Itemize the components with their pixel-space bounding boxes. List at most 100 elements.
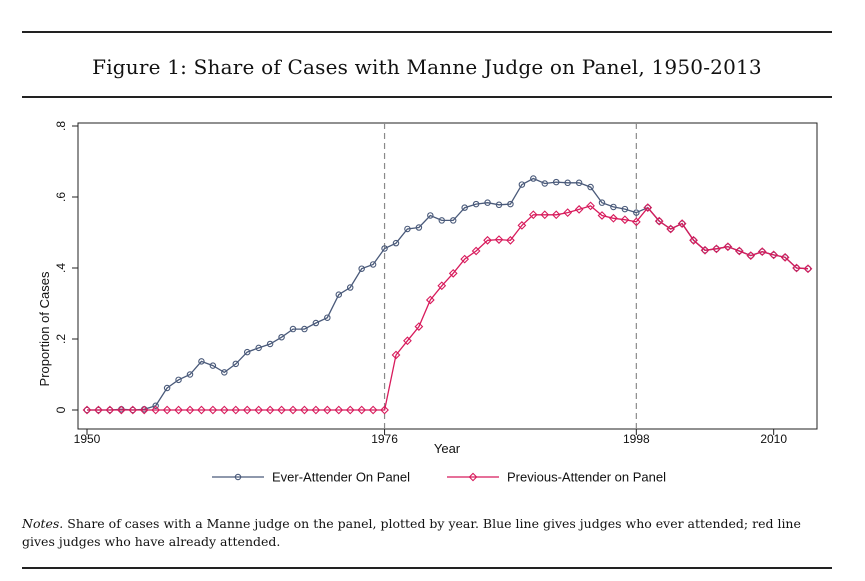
data-point [506, 235, 515, 245]
data-point [324, 314, 331, 321]
data-point [746, 251, 756, 260]
data-point [655, 217, 663, 225]
data-point [689, 235, 698, 245]
data-point [437, 281, 447, 291]
data-point [598, 199, 606, 206]
top-rule [22, 31, 832, 33]
data-point [574, 205, 584, 214]
x-tick-label: 2010 [760, 432, 787, 446]
data-point [597, 211, 607, 220]
data-point [769, 250, 779, 260]
data-point [484, 199, 491, 206]
reference-lines [383, 123, 637, 429]
data-point [404, 225, 411, 233]
data-point [460, 254, 470, 264]
y-tick-label: .2 [54, 334, 68, 344]
data-point [208, 405, 218, 415]
y-tick-label: .4 [54, 263, 68, 273]
data-point [495, 201, 503, 209]
data-point [185, 405, 195, 415]
data-point [175, 376, 182, 384]
data-point [254, 405, 264, 415]
data-point [609, 213, 618, 223]
data-point [242, 405, 252, 415]
data-point [575, 179, 583, 187]
data-point [232, 360, 240, 368]
data-point [471, 246, 481, 256]
data-point [335, 291, 343, 298]
legend-item-2: Previous-Attender on Panel [447, 470, 666, 485]
data-point [747, 252, 755, 259]
x-axis: 1950 1976 1998 2010 [74, 429, 787, 446]
data-point [139, 405, 149, 415]
data-point [734, 246, 744, 256]
data-point [678, 220, 686, 227]
x-tick-label: 1976 [371, 432, 398, 446]
data-point [221, 369, 228, 376]
data-point [162, 405, 172, 415]
legend-item-1: Ever-Attender On Panel [212, 470, 410, 485]
data-point [517, 221, 527, 230]
data-point [358, 265, 365, 272]
data-point [152, 402, 159, 409]
data-point [345, 405, 355, 415]
data-point [289, 325, 297, 333]
data-point [231, 405, 241, 415]
data-point [266, 340, 274, 348]
data-point [346, 284, 354, 291]
data-point [564, 179, 571, 187]
data-point [209, 362, 217, 369]
data-point [300, 405, 309, 415]
data-point [128, 405, 138, 415]
data-point [278, 333, 285, 341]
data-point [380, 405, 389, 415]
y-axis-label: Proportion of Cases [37, 271, 52, 386]
data-point [427, 212, 434, 219]
data-point [186, 371, 194, 378]
legend-marker [468, 472, 478, 482]
data-point [415, 224, 423, 231]
legend-label: Ever-Attender On Panel [272, 470, 410, 485]
data-point [758, 248, 766, 255]
y-tick-label: .8 [54, 121, 68, 131]
title-rule [22, 96, 832, 98]
data-point [792, 263, 801, 273]
data-point [381, 245, 388, 252]
data-point [448, 268, 458, 278]
y-axis: 0 .2 .4 .6 .8 [54, 121, 78, 413]
figure-notes: Notes. Share of cases with a Manne judge… [22, 515, 834, 551]
data-point [723, 242, 733, 252]
notes-text: Share of cases with a Manne judge on the… [22, 516, 801, 549]
data-point [368, 405, 378, 415]
data-point [414, 322, 424, 331]
series-2 [82, 201, 813, 415]
data-point [644, 204, 652, 211]
figure-title: Figure 1: Share of Cases with Manne Judg… [92, 55, 762, 79]
y-tick-label: .6 [54, 192, 68, 202]
data-point [255, 344, 262, 352]
data-point [174, 405, 183, 415]
data-point [483, 235, 492, 245]
series-group [82, 175, 813, 415]
data-point [265, 405, 275, 415]
data-point [438, 217, 446, 224]
data-point [461, 204, 468, 211]
legend: Ever-Attender On Panel Previous-Attender … [212, 470, 666, 485]
data-point [700, 245, 710, 255]
data-point [631, 217, 641, 227]
data-point [197, 405, 206, 415]
plot-frame [77, 122, 818, 430]
data-point [449, 217, 457, 224]
series-line [87, 177, 809, 411]
data-point [243, 348, 251, 356]
data-point [105, 405, 115, 415]
data-point [690, 237, 697, 244]
data-point [198, 358, 205, 365]
data-point [552, 178, 560, 186]
data-point [643, 203, 653, 213]
data-point [277, 405, 286, 415]
data-point [322, 405, 332, 415]
series-1 [83, 175, 812, 414]
bottom-rule [22, 567, 832, 569]
data-point [312, 319, 320, 327]
